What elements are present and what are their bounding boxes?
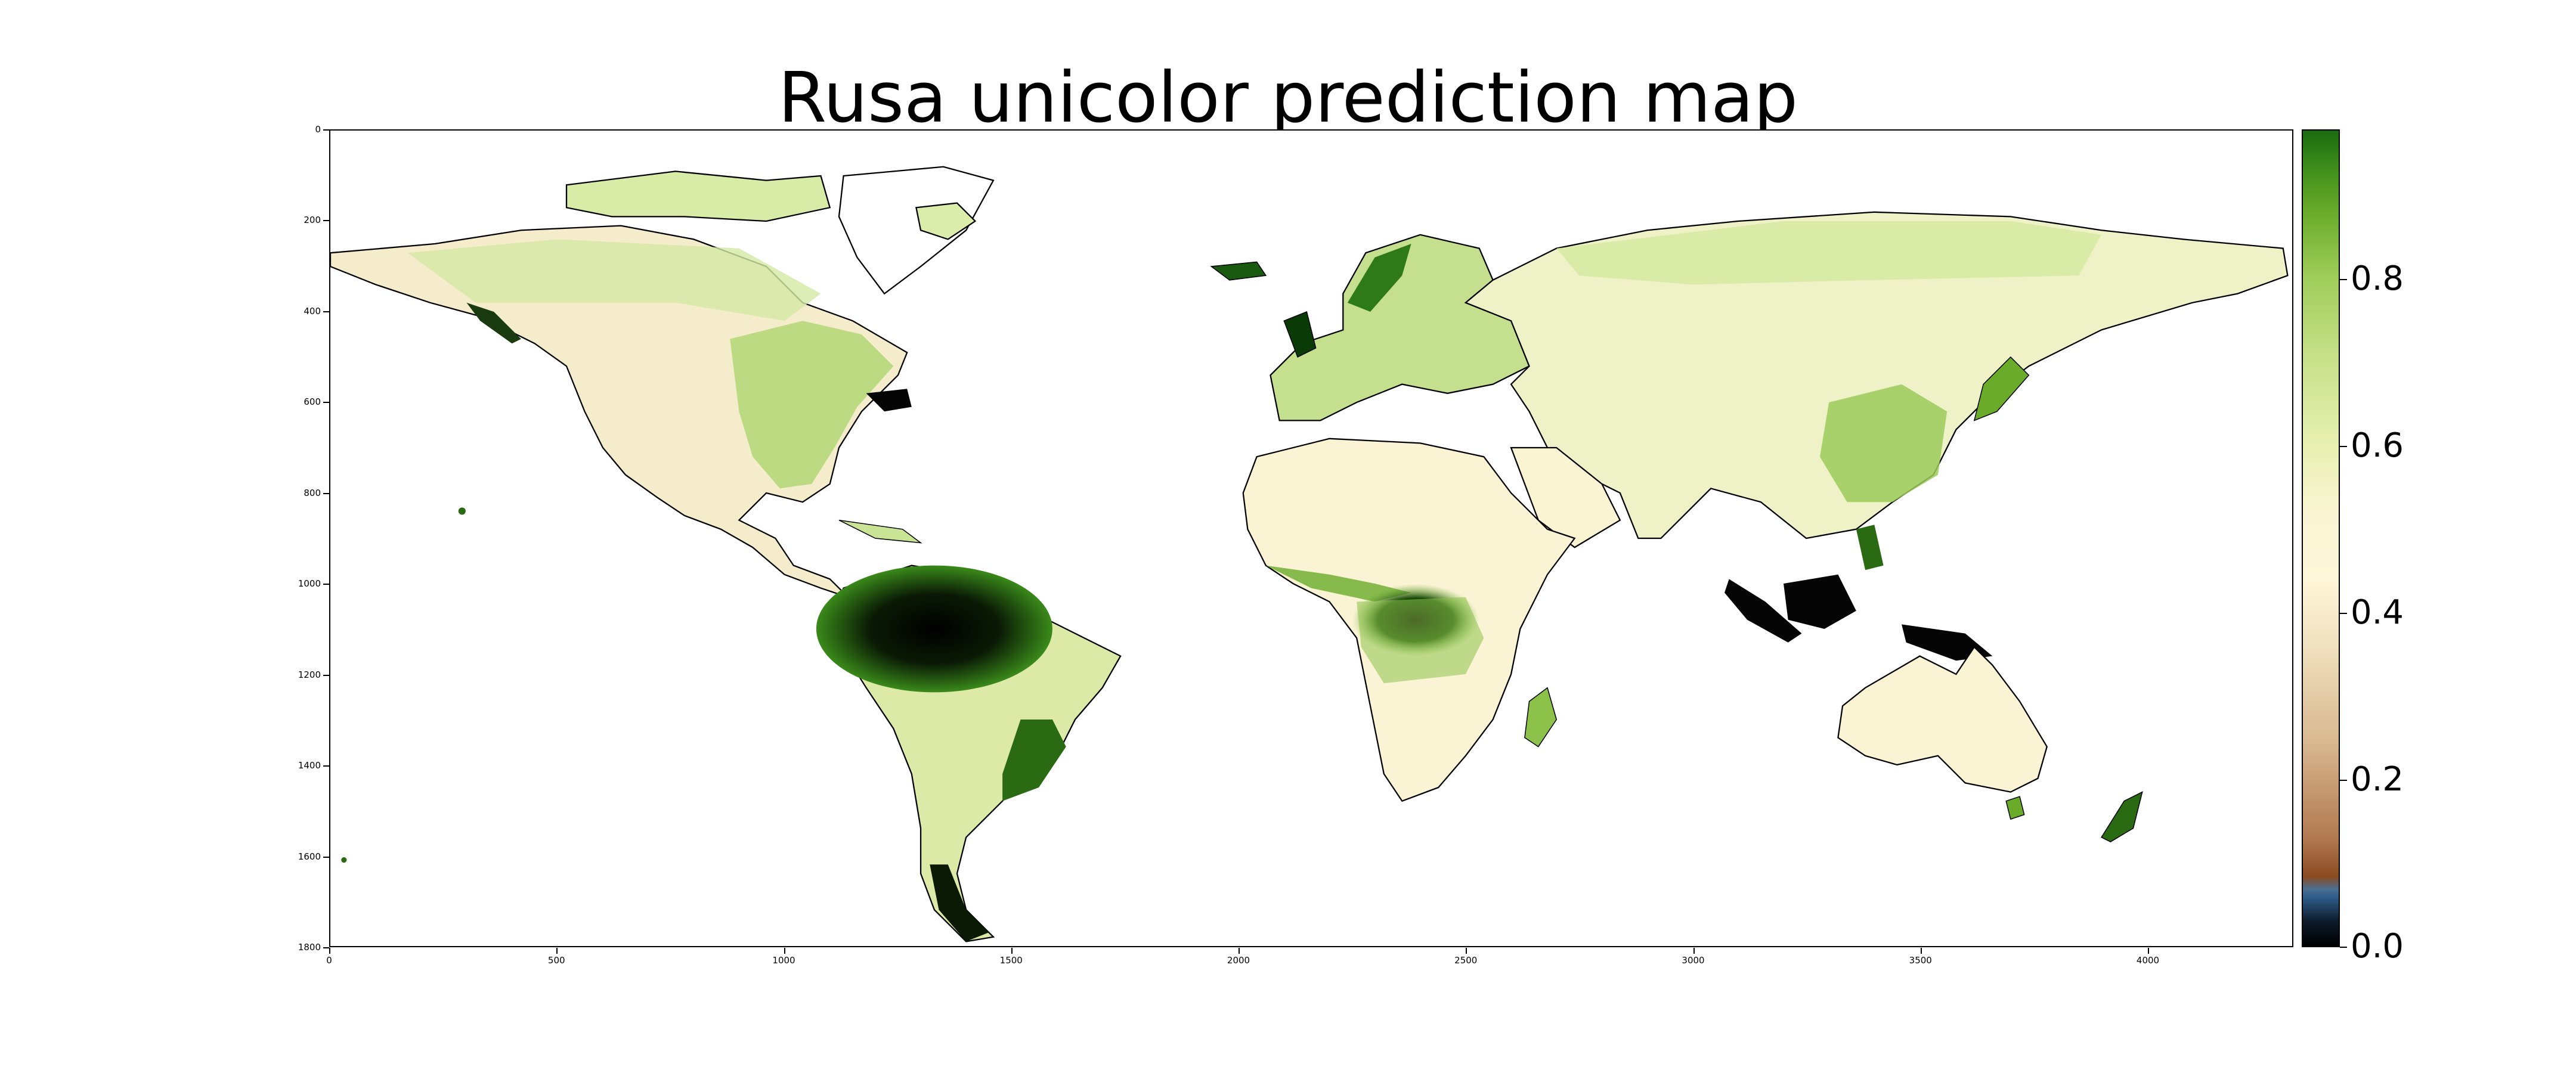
colorbar-tick-label: 0.0 (2351, 927, 2404, 966)
x-tick-label: 3000 (1682, 955, 1705, 966)
region-tasmania (2005, 796, 2025, 820)
region-arctic-south (915, 202, 977, 240)
x-tick (1011, 948, 1013, 954)
y-tick-label: 400 (304, 305, 321, 317)
x-tick (1239, 948, 1240, 954)
colorbar-tick (2340, 780, 2347, 781)
colorbar-tick (2340, 947, 2347, 948)
colorbar-tick (2340, 446, 2347, 447)
y-tick (323, 220, 329, 222)
y-tick-label: 1200 (298, 669, 321, 680)
y-tick (323, 584, 329, 585)
y-tick (323, 129, 329, 131)
x-tick-label: 1000 (772, 955, 795, 966)
x-tick-label: 2000 (1227, 955, 1250, 966)
region-andes-south (930, 864, 989, 942)
region-madagascar (1524, 687, 1558, 748)
region-se-china-green (1819, 384, 1948, 503)
region-new-guinea (1902, 624, 1993, 661)
y-tick-label: 1000 (298, 578, 321, 590)
x-tick (2148, 948, 2149, 954)
y-tick (323, 311, 329, 312)
region-scandinavia-dark (1347, 244, 1411, 312)
prediction-map (330, 166, 2289, 942)
y-tick-label: 1600 (298, 851, 321, 862)
y-tick (323, 674, 329, 676)
x-tick-label: 0 (326, 955, 332, 966)
x-tick-label: 3500 (1909, 955, 1932, 966)
region-iceland (1210, 261, 1267, 281)
x-tick (1466, 948, 1467, 954)
colorbar-tick-label: 0.4 (2351, 593, 2404, 632)
region-amazon-hotspot (816, 565, 1052, 693)
map-title: Rusa unicolor prediction map (778, 57, 1798, 138)
x-tick-label: 1500 (999, 955, 1023, 966)
y-tick (323, 947, 329, 948)
x-tick (329, 948, 330, 954)
region-new-zealand (2101, 791, 2143, 843)
region-caribbean (838, 519, 922, 544)
x-tick (784, 948, 785, 954)
y-tick (323, 765, 329, 767)
x-tick-label: 4000 (2136, 955, 2160, 966)
region-philippines (1856, 525, 1884, 570)
region-siberia-green (1556, 221, 2102, 285)
map-plot-area (329, 129, 2293, 947)
region-borneo (1784, 574, 1856, 629)
colorbar (2302, 129, 2340, 947)
y-tick-label: 800 (304, 487, 321, 498)
x-tick (1693, 948, 1695, 954)
colorbar-tick-label: 0.6 (2351, 426, 2404, 465)
region-arctic-islands (565, 170, 831, 222)
y-tick (323, 492, 329, 494)
region-british-isles (1283, 311, 1317, 358)
y-tick-label: 200 (304, 215, 321, 226)
x-tick-label: 2500 (1454, 955, 1478, 966)
region-na-maritime (866, 389, 912, 412)
region-na-boreal (407, 239, 821, 321)
y-tick-label: 600 (304, 396, 321, 408)
region-na-east-forest (730, 321, 894, 489)
region-pacific-isle (341, 857, 347, 863)
colorbar-tick-label: 0.2 (2351, 760, 2404, 799)
region-australia (1837, 646, 2048, 793)
colorbar-tick (2340, 613, 2347, 614)
x-tick-label: 500 (547, 955, 565, 966)
region-atlantic-forest (1002, 720, 1066, 801)
y-tick-label: 1400 (298, 760, 321, 771)
region-hawaii (458, 507, 466, 515)
region-greenland (838, 166, 995, 295)
region-na-pacific-coast (466, 302, 521, 344)
region-japan (1973, 356, 2030, 421)
y-tick-label: 0 (315, 124, 321, 135)
region-central-africa-green (1357, 597, 1484, 684)
x-tick (556, 948, 558, 954)
colorbar-tick-label: 0.8 (2351, 259, 2404, 298)
x-tick (1920, 948, 1922, 954)
y-tick-label: 1800 (298, 942, 321, 953)
y-tick (323, 856, 329, 858)
colorbar-tick (2340, 279, 2347, 280)
y-tick (323, 402, 329, 404)
region-sumatra (1724, 579, 1802, 643)
